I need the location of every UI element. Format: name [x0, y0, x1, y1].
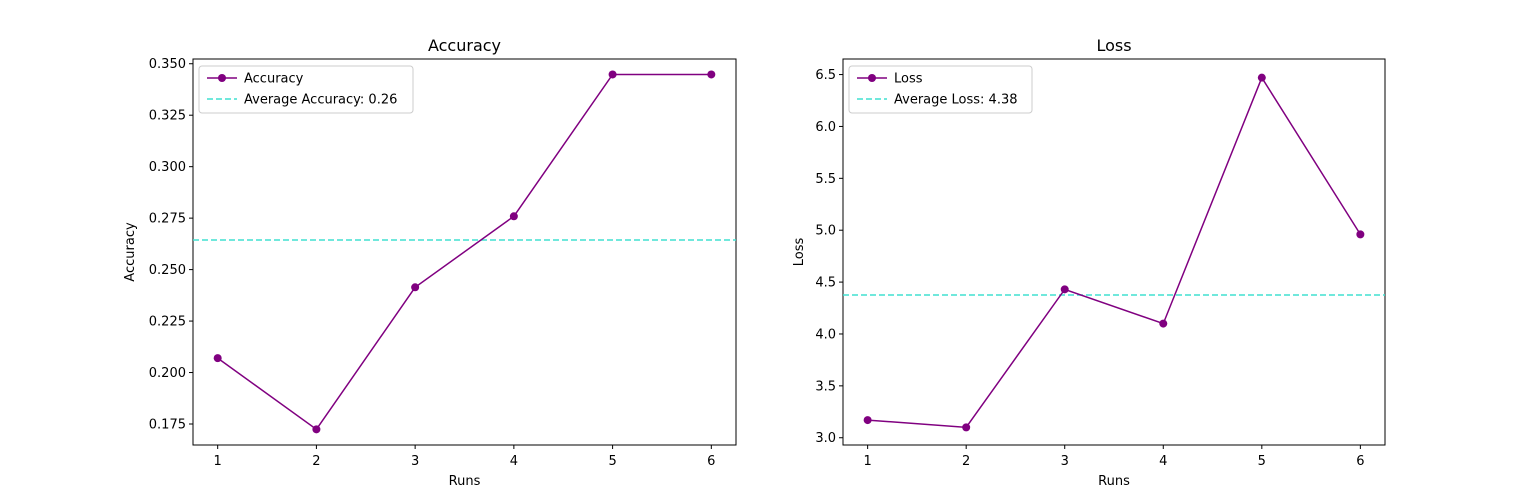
data-point	[707, 70, 716, 79]
data-point	[213, 354, 222, 363]
y-tick-label: 0.275	[149, 212, 186, 227]
legend-marker	[218, 74, 226, 82]
y-tick-label: 0.325	[149, 109, 186, 124]
y-tick-label: 0.200	[149, 366, 186, 381]
x-tick-label: 5	[1258, 454, 1266, 469]
data-point	[509, 212, 518, 221]
x-axis-label: Runs	[1098, 474, 1130, 489]
x-tick-label: 2	[312, 454, 320, 469]
y-tick-label: 0.300	[149, 160, 186, 175]
y-tick-label: 0.250	[149, 263, 186, 278]
x-tick-label: 4	[510, 454, 518, 469]
series-line	[217, 73, 712, 431]
accuracy-chart: Accuracy 1 2 3 4 5 6 0.175 0.200 0.225 0.250 0.275 0…	[123, 36, 737, 489]
y-tick-label: 5.0	[815, 224, 836, 239]
y-axis-label: Accuracy	[123, 222, 138, 282]
y-tick-label: 5.5	[815, 172, 836, 187]
legend-entry: Accuracy	[244, 72, 304, 87]
chart-title: Accuracy	[428, 36, 501, 55]
y-tick-label: 3.5	[815, 379, 836, 394]
x-tick-label: 1	[214, 454, 222, 469]
data-point	[1356, 230, 1365, 239]
x-tick-label: 5	[608, 454, 616, 469]
x-axis-label: Runs	[449, 474, 481, 489]
x-tick-label: 4	[1159, 454, 1167, 469]
x-tick-label: 3	[1061, 454, 1069, 469]
y-tick-label: 6.5	[815, 68, 836, 83]
plot-frame	[842, 58, 1386, 446]
loss-chart: Loss 1 2 3 4 5 6 3.0 3.5 4.0 4.5 5.0 5.5 6.0 6.5 Runs Lo…	[792, 36, 1386, 489]
data-point	[1159, 319, 1168, 328]
legend-marker	[868, 74, 876, 82]
y-tick-label: 6.0	[815, 120, 836, 135]
y-tick-label: 0.175	[149, 418, 186, 433]
chart-title: Loss	[1096, 36, 1131, 55]
y-tick-label: 0.225	[149, 315, 186, 330]
x-tick-label: 3	[411, 454, 419, 469]
data-point	[1060, 285, 1069, 294]
legend-entry: Average Loss: 4.38	[894, 93, 1018, 108]
legend-box	[848, 65, 1033, 114]
legend-entry: Loss	[894, 72, 923, 87]
y-tick-label: 3.0	[815, 431, 836, 446]
y-tick-label: 0.350	[149, 57, 186, 72]
legend-box	[198, 65, 414, 114]
data-point	[962, 423, 971, 432]
legend-entry: Average Accuracy: 0.26	[244, 93, 397, 108]
series-line	[867, 76, 1361, 429]
x-tick-label: 2	[962, 454, 970, 469]
y-tick-label: 4.0	[815, 327, 836, 342]
y-axis-label: Loss	[792, 238, 807, 267]
data-point	[608, 70, 617, 79]
plot-frame	[192, 58, 737, 446]
x-tick-label: 6	[707, 454, 715, 469]
data-point	[411, 283, 420, 292]
y-tick-label: 4.5	[815, 276, 836, 291]
x-tick-label: 6	[1356, 454, 1364, 469]
data-point	[312, 425, 321, 434]
data-point	[863, 416, 872, 425]
x-tick-label: 1	[863, 454, 871, 469]
data-point	[1257, 73, 1266, 82]
